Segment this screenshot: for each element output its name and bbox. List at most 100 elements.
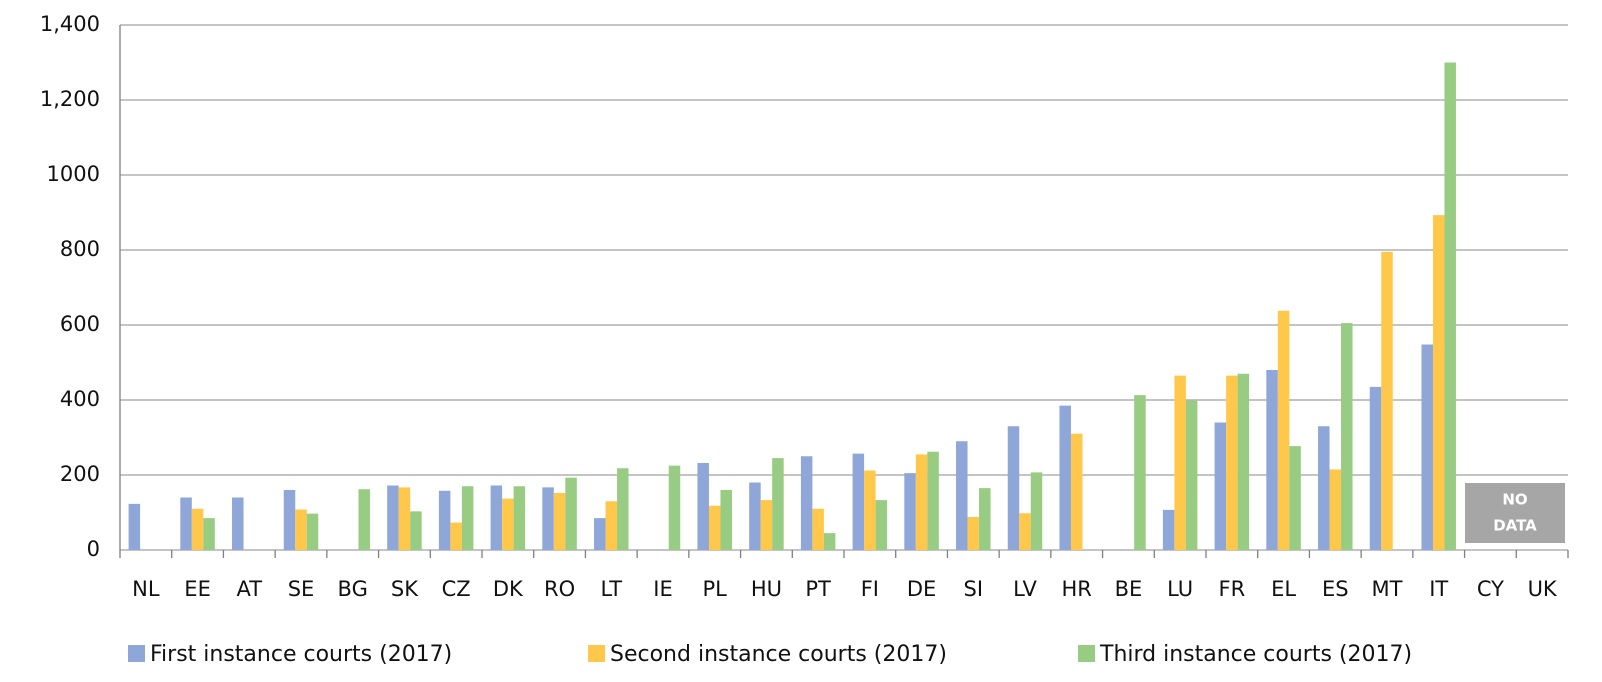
bar [358,489,370,550]
bar [772,458,784,550]
x-tick-label: FR [1219,577,1246,601]
bar [864,470,876,550]
bar [967,517,980,550]
x-tick-label: LU [1167,577,1193,601]
x-tick-label: RO [544,577,575,601]
x-tick-label: UK [1528,577,1558,601]
bar [823,533,836,550]
bar [128,503,141,550]
x-tick-label: FI [861,577,879,601]
x-tick-label: DE [907,577,936,601]
x-tick-label: EL [1271,577,1296,601]
y-tick-label: 1,400 [40,12,100,36]
bar [295,509,307,550]
y-tick-label: 800 [60,237,100,261]
bar [1162,509,1175,550]
bar [979,488,991,550]
bar [513,486,526,550]
x-tick-label: LT [600,577,622,601]
bar [812,508,824,550]
y-tick-label: 1,200 [40,87,100,111]
bar [1134,395,1146,550]
x-tick-label: PT [805,577,831,601]
bar [180,497,192,550]
no-data-box [1465,483,1565,543]
bar [1030,472,1043,550]
x-tick-label: AT [236,577,262,601]
bar [1185,400,1198,550]
bar [1432,215,1445,550]
bar [605,501,618,550]
x-tick-label: NL [132,577,160,601]
x-tick-label: SI [964,577,984,601]
bar [502,498,514,550]
bar [800,456,813,550]
bar [1070,433,1083,550]
bar [387,485,399,550]
y-tick-label: 400 [60,387,100,411]
bar [1007,426,1020,550]
legend-swatch [1078,645,1095,662]
bar [1329,469,1342,550]
bar [191,508,204,550]
bar [720,490,732,550]
x-tick-label: EE [184,577,211,601]
legend-swatch [588,645,605,662]
bar [450,522,462,550]
bar [1214,422,1227,550]
x-tick-label: ES [1322,577,1349,601]
x-tick-label: IT [1429,577,1448,601]
legend-label: First instance courts (2017) [150,642,452,667]
x-tick-label: HR [1062,577,1092,601]
x-tick-label: MT [1372,577,1403,601]
x-tick-label: LV [1013,577,1037,601]
bar [594,518,606,550]
bar [461,486,474,550]
x-tick-label: PL [703,577,728,601]
bar [542,487,554,550]
y-tick-label: 600 [60,312,100,336]
bar [1059,405,1071,550]
bar [410,511,422,550]
legend-label: Second instance courts (2017) [610,642,947,667]
x-tick-label: CZ [442,577,471,601]
x-tick-label: DK [493,577,524,601]
bar [956,441,968,550]
bar [490,485,503,550]
bar [553,493,566,550]
bar [1341,323,1353,550]
bar [1237,373,1250,550]
bar [697,463,709,550]
bar [203,518,215,550]
bar [283,490,296,550]
bar [617,468,629,550]
y-tick-label: 0 [87,537,100,561]
x-tick-label: IE [653,577,672,601]
bar [1277,310,1290,550]
bar [875,500,888,550]
bar [1369,386,1382,550]
bar [708,505,721,550]
bar [438,490,451,550]
bar [565,477,577,550]
bar [1421,344,1433,550]
bar [1174,375,1186,550]
bar [1381,251,1393,550]
bar [852,453,865,550]
y-tick-label: 200 [60,462,100,486]
x-tick-label: SE [288,577,315,601]
bar [915,454,928,550]
annotation: NO [1502,491,1527,509]
annotation: DATA [1493,517,1537,535]
legend-label: Third instance courts (2017) [1099,642,1412,667]
bar [1019,513,1031,550]
y-tick-label: 1000 [47,162,100,186]
bar [668,465,681,550]
bar [232,497,244,550]
bar [749,482,761,550]
bar [904,473,916,550]
legend-swatch [128,645,145,662]
bar [760,500,773,550]
bar [306,513,319,550]
